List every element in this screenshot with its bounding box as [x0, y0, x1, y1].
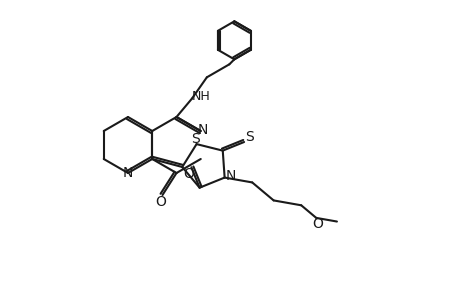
- Text: N: N: [123, 166, 133, 180]
- Text: O: O: [183, 167, 193, 181]
- Text: NH: NH: [191, 90, 210, 103]
- Text: N: N: [225, 169, 235, 183]
- Text: O: O: [311, 217, 322, 231]
- Text: S: S: [244, 130, 253, 144]
- Text: S: S: [191, 132, 200, 146]
- Text: N: N: [197, 123, 207, 137]
- Text: O: O: [155, 195, 166, 209]
